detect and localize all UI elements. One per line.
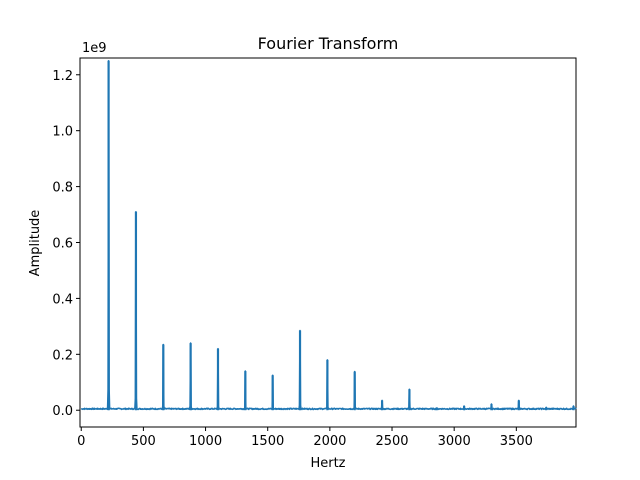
y-tick-label: 0.6 [52, 237, 73, 252]
x-axis-title: Hertz [310, 456, 345, 471]
x-tick-label: 1500 [251, 434, 284, 449]
y-tick-label: 0.8 [52, 181, 73, 196]
y-tick-label: 0.2 [52, 348, 73, 363]
x-axis: 0 500 1000 1500 2000 2500 3000 3500 [77, 427, 533, 449]
y-multiplier-label: 1e9 [82, 41, 107, 56]
chart-title: Fourier Transform [258, 34, 399, 53]
series-layer [80, 60, 577, 411]
y-axis: 0.0 0.2 0.4 0.6 0.8 1.0 1.2 [52, 69, 80, 419]
y-axis-title: Amplitude [28, 210, 43, 277]
y-tick-label: 0.4 [52, 292, 73, 307]
y-tick-label: 1.2 [52, 69, 73, 84]
x-tick-label: 500 [131, 434, 156, 449]
x-tick-label: 2000 [313, 434, 346, 449]
x-tick-label: 0 [77, 434, 85, 449]
y-tick-label: 1.0 [52, 125, 73, 140]
x-tick-label: 2500 [375, 434, 408, 449]
x-tick-label: 3500 [500, 434, 533, 449]
y-tick-label: 0.0 [52, 404, 73, 419]
plot-area: 0 500 1000 1500 2000 2500 3000 3500 0.00.20.40.… [52, 57, 577, 449]
x-tick-label: 1000 [189, 434, 222, 449]
x-tick-label: 3000 [438, 434, 471, 449]
